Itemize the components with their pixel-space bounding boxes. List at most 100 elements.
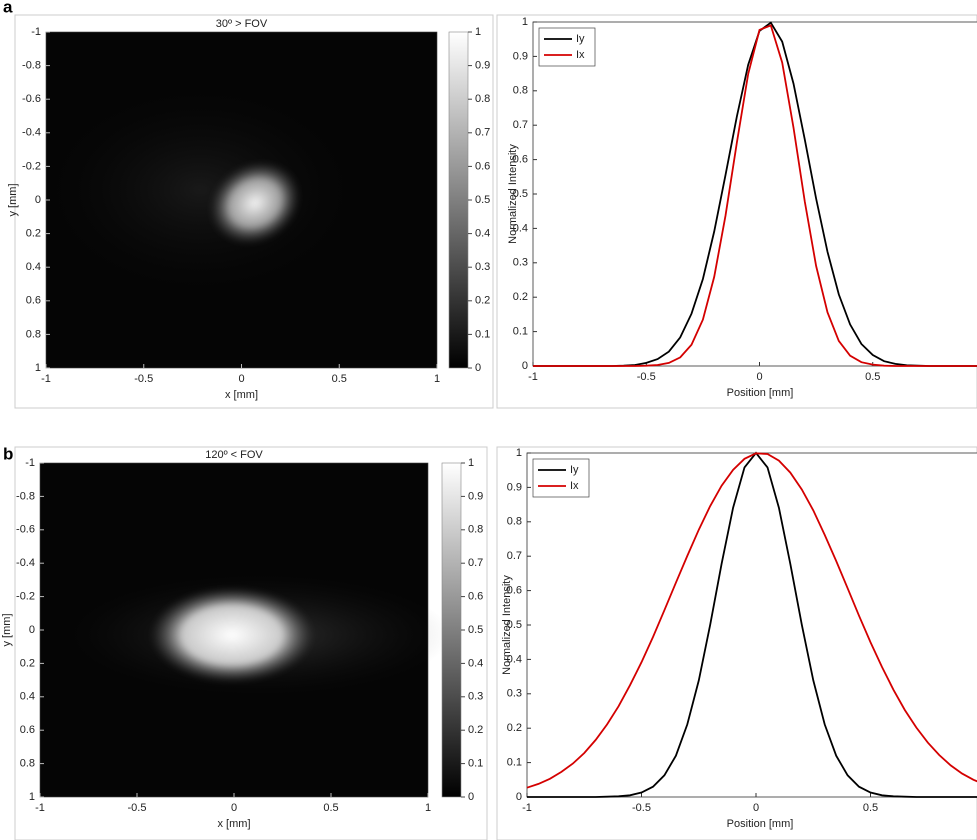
y-tick-label: -0.4	[16, 557, 35, 569]
x-tick-label: 0	[238, 373, 244, 385]
colorbar-tick-label: 0.7	[468, 557, 483, 569]
x-tick-label: -1	[35, 802, 45, 814]
colorbar-tick-label: 0.4	[468, 657, 483, 669]
line-series	[526, 452, 977, 789]
x-tick-label: 0	[231, 802, 237, 814]
y-tick-label: 0.2	[507, 722, 522, 734]
y-tick-label: 0.6	[513, 154, 528, 166]
colorbar-tick-label: 0.6	[475, 160, 490, 172]
y-tick-label: 0.8	[513, 85, 528, 97]
colorbar-tick-label: 0.1	[468, 758, 483, 770]
y-tick-label: 0.8	[507, 516, 522, 528]
panel-label: b	[3, 444, 13, 463]
colorbar-tick-label: 0.3	[468, 691, 483, 703]
speckle-glow	[50, 90, 350, 290]
y-axis-label: y [mm]	[7, 184, 19, 217]
y-axis-label: y [mm]	[1, 614, 13, 647]
y-tick-label: 0.9	[507, 481, 522, 493]
colorbar	[448, 31, 469, 369]
y-tick-label: -0.6	[22, 93, 41, 105]
y-tick-label: 0.4	[26, 261, 41, 273]
colorbar-tick-label: 0.5	[475, 194, 490, 206]
y-tick-label: 0.8	[26, 328, 41, 340]
chart-title: 120º < FOV	[205, 449, 263, 461]
y-tick-label: 0.5	[513, 188, 528, 200]
colorbar-tick-label: 0.4	[475, 228, 490, 240]
colorbar-tick-label: 0.9	[475, 60, 490, 72]
y-tick-label: 0.4	[507, 653, 522, 665]
y-tick-label: 0	[522, 360, 528, 372]
y-tick-label: 0.3	[513, 257, 528, 269]
x-tick-label: -0.5	[632, 802, 651, 814]
colorbar-tick-label: 0.9	[468, 490, 483, 502]
colorbar-tick-label: 0.7	[475, 127, 490, 139]
x-tick-label: 0.5	[863, 802, 878, 814]
colorbar-tick-label: 1	[468, 457, 474, 469]
x-axis-label: Position [mm]	[727, 818, 794, 830]
y-tick-label: 0.2	[26, 228, 41, 240]
y-tick-label: 1	[29, 791, 35, 803]
y-tick-label: 0.2	[513, 291, 528, 303]
panel-label: a	[3, 0, 13, 16]
y-tick-label: 0.6	[507, 585, 522, 597]
y-tick-label: -0.8	[22, 60, 41, 72]
colorbar-tick-label: 0.5	[468, 624, 483, 636]
beam-spot	[150, 587, 314, 683]
x-tick-label: 0.5	[865, 371, 880, 383]
y-tick-label: -0.8	[16, 490, 35, 502]
y-tick-label: 0.5	[507, 619, 522, 631]
y-tick-label: 0.1	[513, 326, 528, 338]
colorbar-tick-label: 0.8	[475, 93, 490, 105]
colorbar-tick-label: 0.2	[468, 724, 483, 736]
x-tick-label: 1	[434, 373, 440, 385]
x-tick-label: 0	[753, 802, 759, 814]
x-axis-label: x [mm]	[218, 818, 251, 830]
y-tick-label: 0.6	[20, 724, 35, 736]
y-tick-label: 0.4	[20, 691, 35, 703]
legend-box	[532, 458, 590, 498]
axes-frame	[532, 21, 977, 367]
colorbar-tick-label: 0.2	[475, 295, 490, 307]
legend-label: Iy	[576, 33, 585, 45]
colorbar	[441, 462, 462, 798]
y-tick-label: -0.2	[16, 591, 35, 603]
y-tick-label: -0.6	[16, 524, 35, 536]
colorbar-tick-label: 0	[475, 362, 481, 374]
legend-box	[538, 27, 596, 67]
legend-label: Ix	[576, 49, 585, 61]
colorbar-tick-label: 0.8	[468, 524, 483, 536]
y-tick-label: 0.6	[26, 295, 41, 307]
x-tick-label: -1	[528, 371, 538, 383]
x-tick-label: -1	[522, 802, 532, 814]
chart-title: 30º > FOV	[216, 18, 268, 30]
y-axis-label: Normalized Intensity	[507, 144, 519, 244]
line-series	[533, 24, 977, 367]
y-tick-label: 0.7	[507, 550, 522, 562]
x-axis-label: x [mm]	[225, 389, 258, 401]
beam-spot	[208, 160, 302, 246]
y-tick-label: 0.2	[20, 657, 35, 669]
x-tick-label: 1	[425, 802, 431, 814]
y-tick-label: 1	[516, 447, 522, 459]
x-tick-label: 0	[756, 371, 762, 383]
y-tick-label: 0.1	[507, 757, 522, 769]
colorbar-tick-label: 1	[475, 26, 481, 38]
x-tick-label: -1	[41, 373, 51, 385]
x-tick-label: 0.5	[332, 373, 347, 385]
y-tick-label: 0.9	[513, 50, 528, 62]
x-axis-label: Position [mm]	[727, 387, 794, 399]
y-tick-label: -0.2	[22, 160, 41, 172]
x-tick-label: 0.5	[323, 802, 338, 814]
y-tick-label: 0.4	[513, 222, 528, 234]
legend-label: Ix	[570, 480, 579, 492]
legend-label: Iy	[570, 464, 579, 476]
colorbar-tick-label: 0.1	[475, 328, 490, 340]
y-tick-label: 0.8	[20, 758, 35, 770]
colorbar-tick-label: 0.6	[468, 591, 483, 603]
x-tick-label: -0.5	[134, 373, 153, 385]
x-tick-label: -0.5	[128, 802, 147, 814]
y-axis-label: Normalized Intensity	[501, 575, 513, 675]
y-tick-label: 0	[29, 624, 35, 636]
axes-frame	[526, 452, 977, 798]
y-tick-label: -0.4	[22, 127, 41, 139]
